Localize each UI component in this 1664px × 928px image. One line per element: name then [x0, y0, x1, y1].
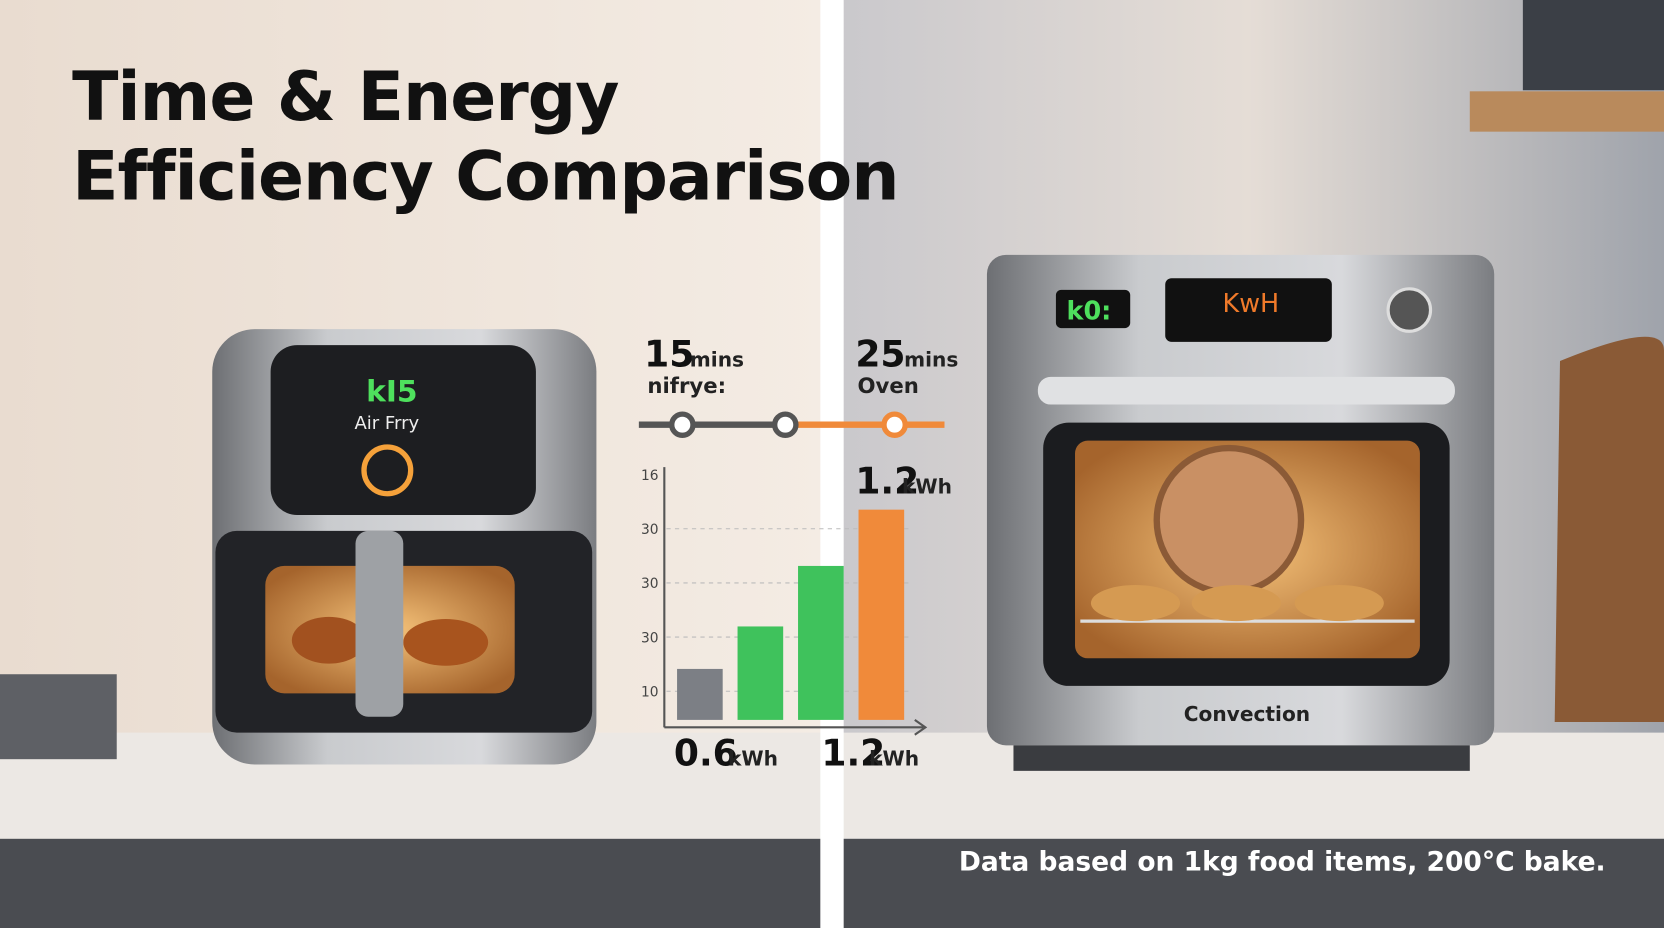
y-label: 30	[641, 576, 659, 592]
time-value: 15	[644, 333, 694, 375]
oven-display-text: KwH	[1223, 289, 1280, 319]
oven-display	[1165, 278, 1332, 342]
energy-unit: kWh	[902, 475, 952, 499]
time-unit: mins	[690, 347, 744, 371]
chicken-wing	[291, 616, 367, 664]
energy-value: 1.2	[855, 461, 919, 503]
oven-base	[1013, 745, 1470, 771]
energy-unit: kWh	[728, 747, 778, 771]
bar	[798, 565, 844, 720]
time-label: Oven	[857, 374, 918, 399]
oven-handle	[1037, 376, 1455, 405]
y-label: 30	[641, 630, 659, 646]
y-label: 30	[641, 522, 659, 538]
stove	[0, 674, 117, 760]
air-fryer-panel	[270, 345, 536, 515]
axis	[664, 719, 928, 736]
oven-display	[1055, 289, 1131, 329]
time-unit: mins	[904, 347, 958, 371]
cookie	[1191, 585, 1281, 622]
title-line: Efficiency Comparison	[72, 138, 898, 217]
air-fryer-knob	[361, 444, 414, 497]
y-label: 10	[641, 685, 659, 701]
timeline-dot	[669, 411, 696, 438]
air-fryer-display: kI5	[366, 374, 417, 409]
bar	[858, 509, 905, 720]
oven-knob	[1386, 287, 1433, 333]
cutting-board	[1554, 336, 1664, 723]
title-line: Time & Energy	[72, 58, 619, 137]
y-label: 16	[641, 468, 659, 484]
shelf	[1469, 91, 1664, 132]
timeline-dot	[881, 411, 908, 438]
timeline-dot	[772, 411, 799, 438]
air-fryer-label: Air Frry	[354, 413, 419, 434]
oven-label: Convection	[1184, 702, 1310, 726]
cookie	[1294, 585, 1384, 622]
oven-display-text: k0:	[1067, 297, 1112, 327]
energy-value: 0.6	[674, 733, 738, 775]
chicken-wing	[403, 619, 489, 666]
footnote: Data based on 1kg food items, 200°C bake…	[959, 847, 1606, 878]
oven-fan	[1153, 444, 1305, 596]
cookie	[1090, 585, 1181, 622]
cabinet	[1522, 0, 1664, 91]
energy-unit: kWh	[869, 747, 919, 771]
energy-value: 1.2	[821, 733, 885, 775]
bar	[677, 668, 723, 720]
air-fryer-handle	[355, 530, 404, 717]
bar	[737, 626, 784, 720]
time-value: 25	[855, 333, 905, 375]
time-label: nifrye:	[647, 374, 726, 399]
